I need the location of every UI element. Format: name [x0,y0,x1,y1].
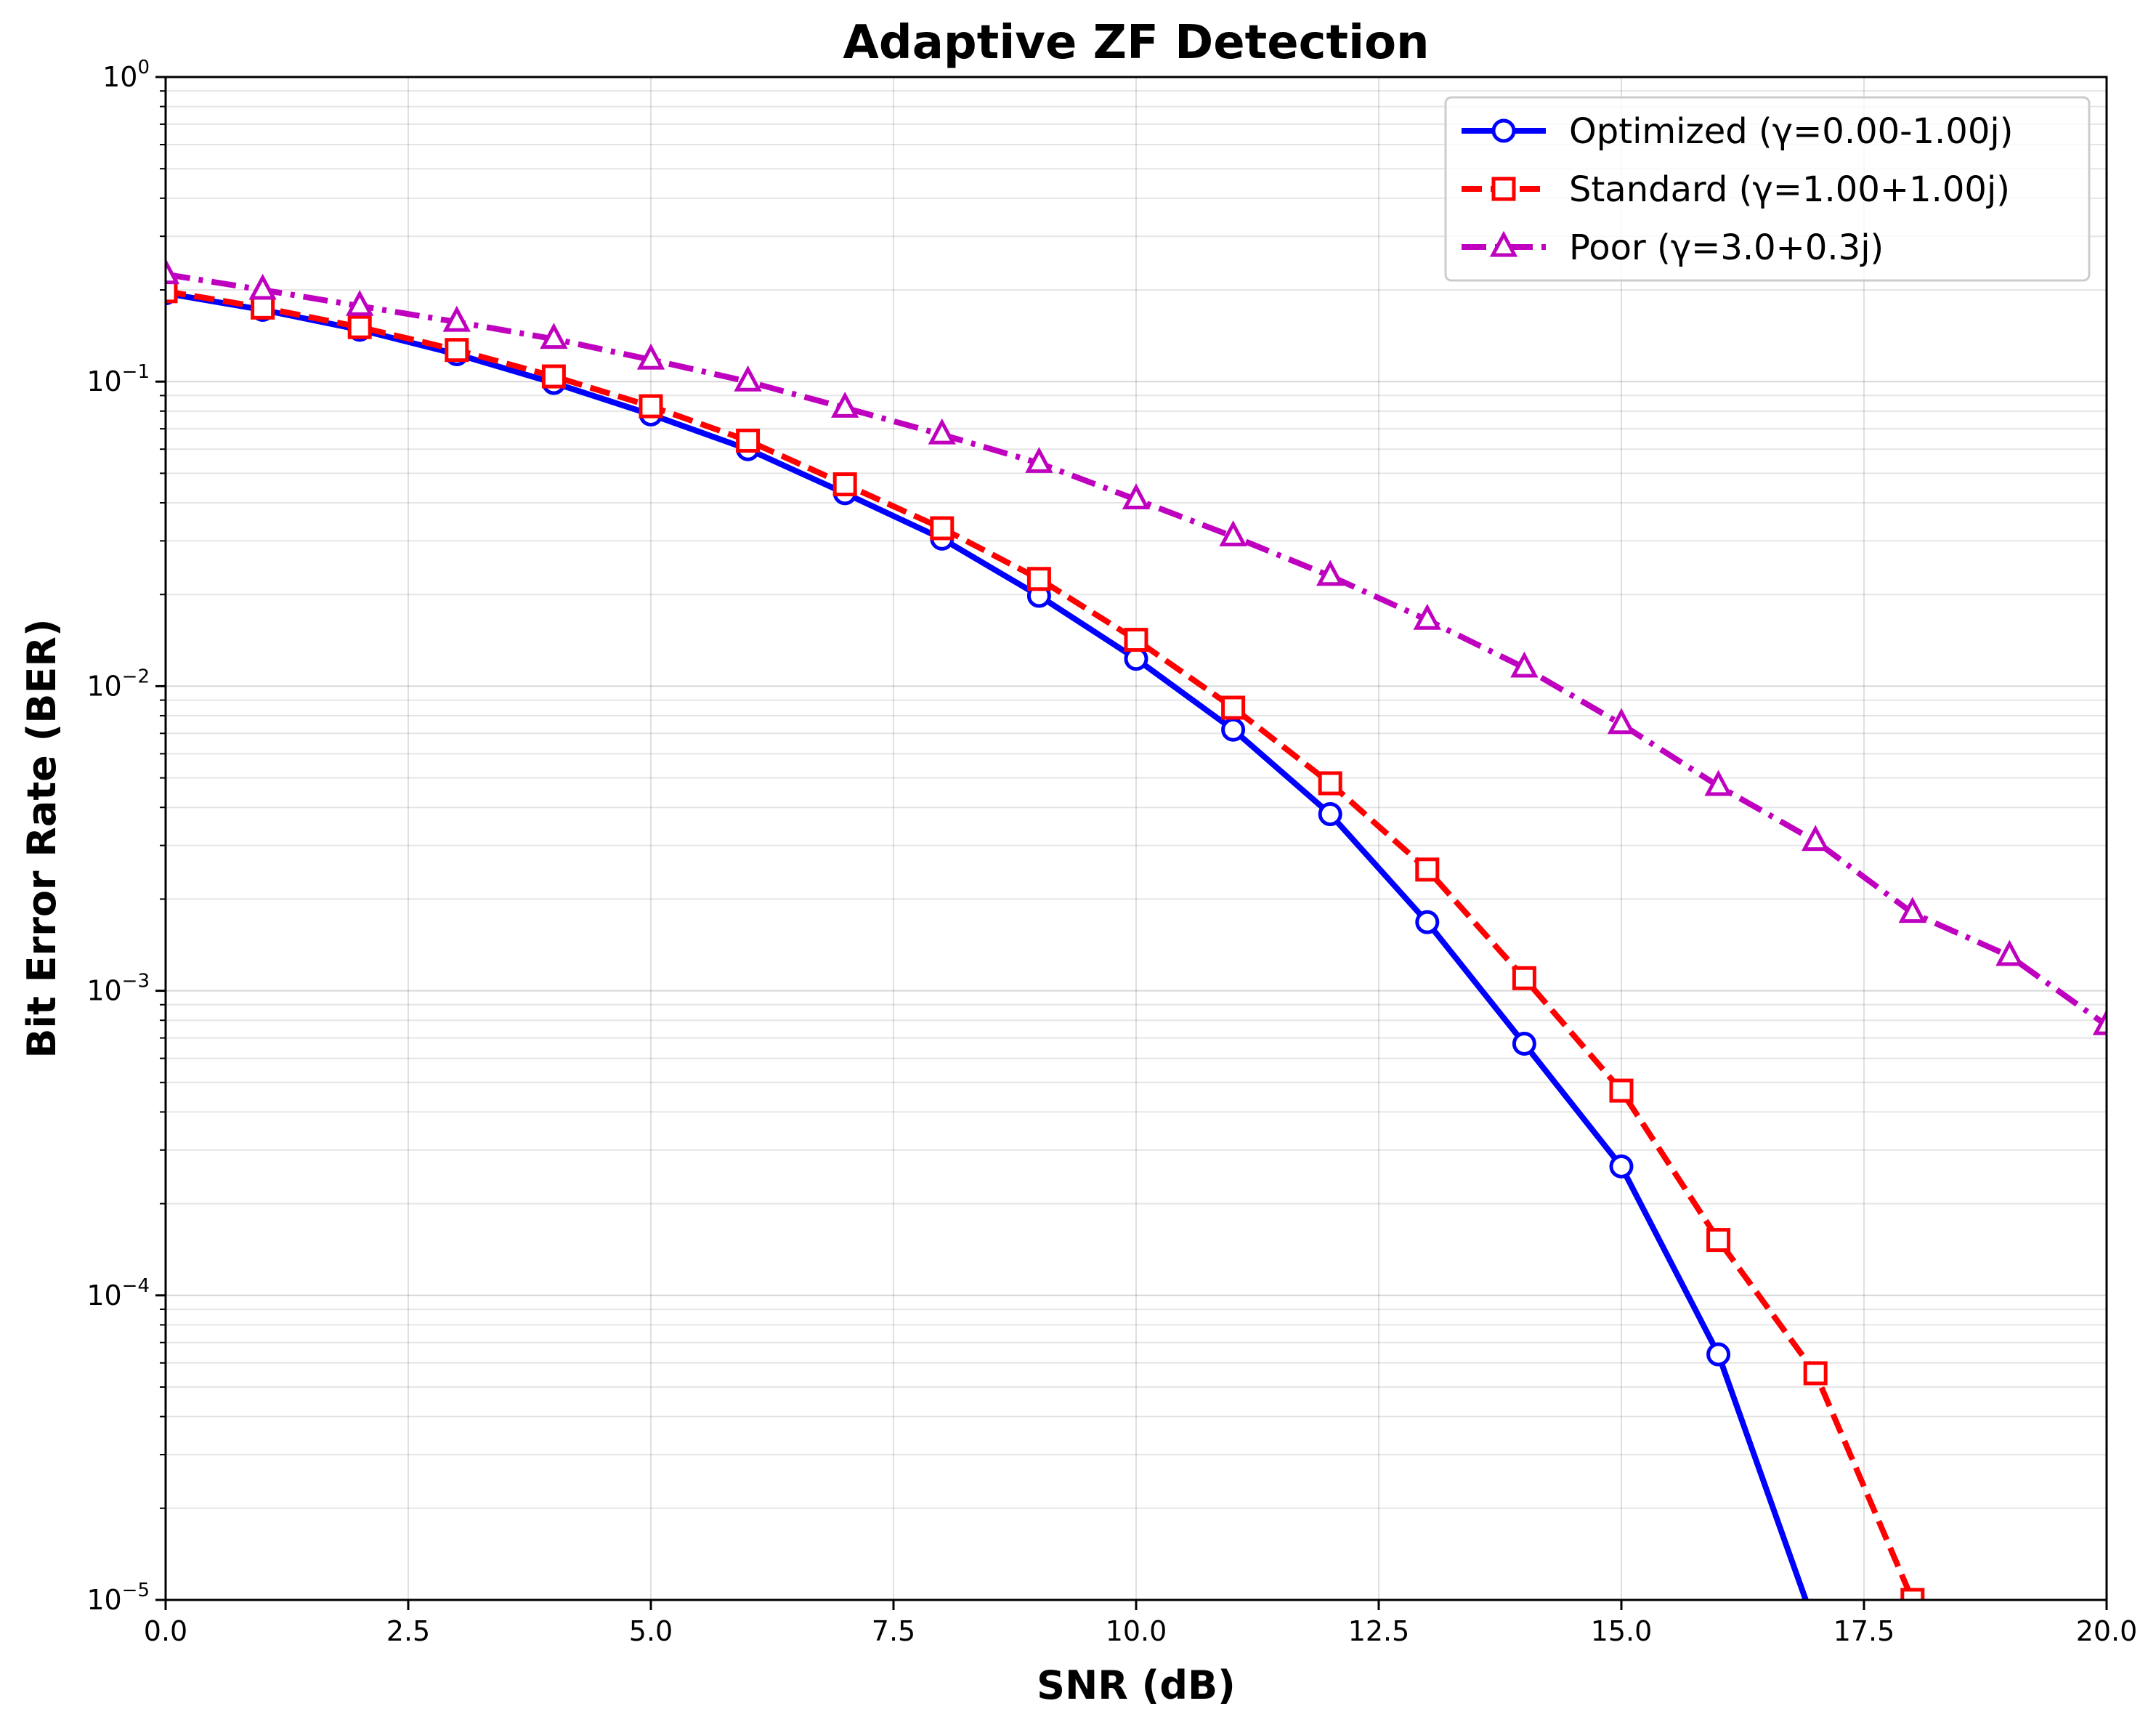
data-point [1318,802,1342,827]
x-tick-label: 15.0 [1591,1615,1653,1647]
data-point [734,365,762,392]
data-point [1512,1032,1536,1056]
x-axis-label: SNR (dB) [1037,1662,1236,1708]
y-tick-label: 100 [102,57,150,93]
data-point [1025,447,1053,473]
x-tick-label: 7.5 [872,1615,915,1647]
data-point [1124,628,1148,652]
legend: Optimized (γ=0.00-1.00j) Standard (γ=1.00… [1444,96,2091,282]
series-line [166,290,1809,1600]
legend-label: Standard (γ=1.00+1.00j) [1569,169,2010,210]
data-point [1609,1154,1634,1179]
data-point [541,364,566,389]
data-point [445,338,469,363]
x-tick-label: 12.5 [1348,1615,1410,1647]
data-point [1512,966,1536,990]
data-point [1221,717,1246,742]
y-axis-label: Bit Error Rate (BER) [19,618,65,1058]
data-point [636,343,665,370]
legend-label: Poor (γ=3.0+0.3j) [1569,227,1884,268]
data-point [1900,1588,1925,1600]
data-point [540,323,568,349]
data-point [1802,825,1830,852]
data-point [1803,1361,1828,1386]
data-point [1221,695,1246,720]
data-point [1415,910,1440,934]
ticks: 0.0 2.5 5.0 7.5 10.0 12.5 15.0 17.5 20.0 100 10−1 1… [86,57,2137,1647]
data-point [1607,708,1636,735]
data-point [347,315,372,339]
legend-marker [1489,230,1518,257]
data-point [1706,1228,1731,1253]
legend-marker [1491,118,1516,143]
data-point [831,392,859,418]
data-point [166,258,180,285]
x-tick-label: 17.5 [1833,1615,1895,1647]
y-tick-label: 10−5 [86,1580,150,1616]
data-point [639,394,663,419]
data-point [1318,771,1342,796]
y-tick-label: 10−4 [86,1275,150,1311]
data-point [1704,769,1732,796]
x-tick-label: 20.0 [2076,1615,2138,1647]
x-tick-label: 0.0 [144,1615,187,1647]
data-point [166,279,178,304]
data-point [251,295,275,320]
data-point [248,273,277,300]
data-point [928,418,956,445]
data-point [442,305,471,332]
data-point [346,289,374,316]
data-point [1415,857,1440,882]
series-2 [166,258,2107,1035]
chart-title: Adaptive ZF Detection [843,16,1429,70]
data-point [1706,1342,1731,1367]
x-tick-label: 10.0 [1106,1615,1167,1647]
data-point [736,428,761,453]
data-point [2092,1008,2107,1035]
data-point [930,516,955,541]
data-point [1609,1078,1634,1103]
x-tick-label: 2.5 [386,1615,430,1647]
series-1 [166,279,1925,1600]
data-point [1413,603,1441,630]
data-point [1995,939,2024,966]
y-tick-label: 10−2 [86,666,150,702]
data-point [1510,651,1539,678]
legend-label: Optimized (γ=0.00-1.00j) [1569,111,2013,152]
x-tick-label: 5.0 [629,1615,673,1647]
data-point [1898,897,1926,923]
data-point [1219,520,1247,546]
series-layer [166,258,2107,1600]
legend-marker [1491,177,1516,201]
data-point [1316,559,1345,586]
legend-box [1444,96,2091,282]
y-tick-label: 10−3 [86,971,150,1007]
data-point [1122,483,1151,510]
data-point [832,472,857,497]
data-point [1026,567,1051,591]
y-tick-label: 10−1 [86,361,150,397]
